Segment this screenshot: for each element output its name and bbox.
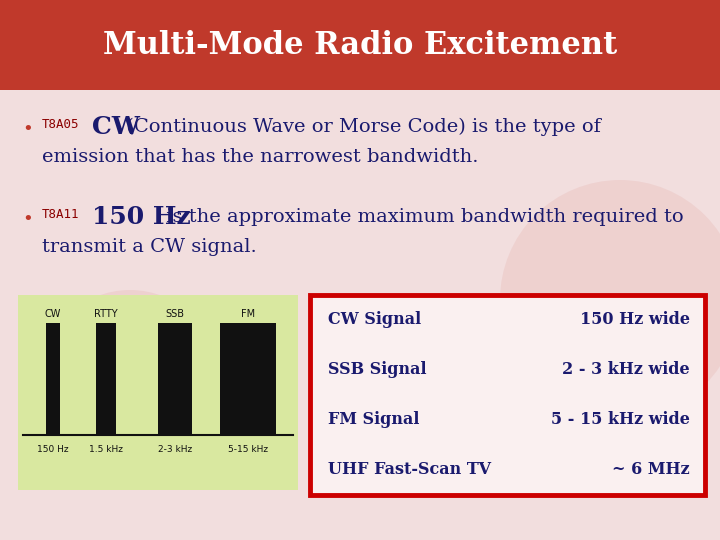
Text: •: • [22,210,33,228]
Circle shape [40,290,220,470]
Text: CW: CW [92,115,140,139]
Text: is the approximate maximum bandwidth required to: is the approximate maximum bandwidth req… [160,208,683,226]
Text: emission that has the narrowest bandwidth.: emission that has the narrowest bandwidt… [42,148,479,166]
FancyBboxPatch shape [0,0,720,90]
Text: ~ 6 MHz: ~ 6 MHz [613,462,690,478]
Text: 1.5 kHz: 1.5 kHz [89,445,123,454]
FancyBboxPatch shape [96,323,116,435]
Text: 150 Hz wide: 150 Hz wide [580,312,690,328]
Text: 150 Hz: 150 Hz [37,445,69,454]
Text: CW: CW [45,309,61,319]
FancyBboxPatch shape [310,295,705,495]
Text: SSB: SSB [166,309,184,319]
Text: (Continuous Wave or Morse Code) is the type of: (Continuous Wave or Morse Code) is the t… [120,118,601,136]
Text: 2 - 3 kHz wide: 2 - 3 kHz wide [562,361,690,379]
Text: UHF Fast-Scan TV: UHF Fast-Scan TV [328,462,491,478]
Text: CW Signal: CW Signal [328,312,421,328]
FancyBboxPatch shape [158,323,192,435]
FancyBboxPatch shape [220,323,276,435]
Text: Multi-Mode Radio Excitement: Multi-Mode Radio Excitement [103,30,617,60]
Text: T8A11: T8A11 [42,208,79,221]
Text: FM Signal: FM Signal [328,411,419,429]
Text: T8A05: T8A05 [42,118,79,131]
Text: RTTY: RTTY [94,309,118,319]
Text: 5-15 kHz: 5-15 kHz [228,445,268,454]
Text: 150 Hz: 150 Hz [92,205,191,229]
Text: •: • [22,120,33,138]
Text: 2-3 kHz: 2-3 kHz [158,445,192,454]
Text: 5 - 15 kHz wide: 5 - 15 kHz wide [551,411,690,429]
FancyBboxPatch shape [46,323,60,435]
Circle shape [500,180,720,420]
Text: FM: FM [240,309,255,319]
Text: transmit a CW signal.: transmit a CW signal. [42,238,257,256]
Text: SSB Signal: SSB Signal [328,361,426,379]
FancyBboxPatch shape [18,295,298,490]
